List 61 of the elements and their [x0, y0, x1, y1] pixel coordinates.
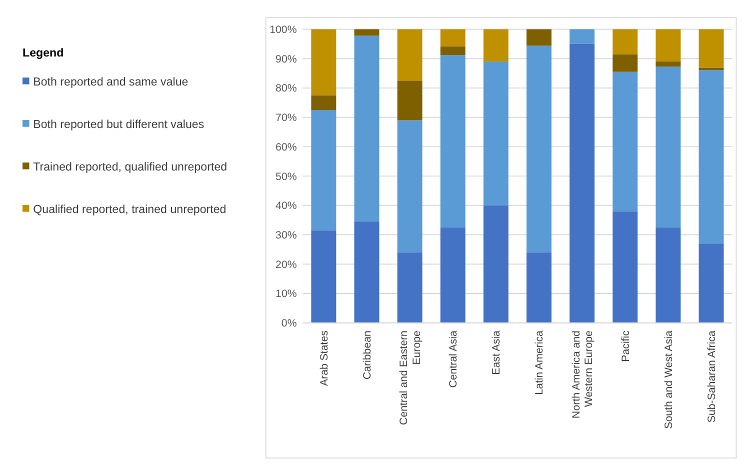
y-tick-label: 10% [276, 288, 298, 300]
bar [526, 29, 552, 46]
bar [311, 29, 336, 96]
bar [656, 62, 681, 67]
bar [698, 29, 724, 68]
x-tick-label: Caribbean [361, 330, 374, 380]
bar [698, 244, 724, 323]
legend-label: Both reported and same value [33, 76, 188, 88]
y-tick-label: 40% [276, 200, 298, 212]
bar [397, 120, 422, 252]
y-tick-label: 0% [281, 318, 298, 330]
x-tick-label: Arab States [318, 330, 330, 386]
bar [612, 72, 638, 212]
y-tick-label: 100% [270, 24, 298, 36]
bar [483, 29, 508, 62]
x-tick-label: Pacific [620, 330, 632, 362]
bar [397, 29, 422, 81]
y-tick-label: 60% [276, 141, 298, 154]
legend-title: Legend [22, 47, 64, 60]
bar [397, 252, 422, 323]
bar [440, 227, 466, 323]
bar [526, 252, 552, 323]
bar [698, 70, 724, 244]
bar [311, 95, 336, 110]
bar [612, 211, 638, 323]
bar [656, 227, 681, 323]
legend-label: Qualified reported, trained unreported [33, 204, 226, 216]
x-tick-label: Central and Eastern Europe [398, 330, 423, 425]
bar [698, 68, 724, 70]
x-tick-label: Latin America [534, 330, 546, 395]
x-tick-label: East Asia [490, 330, 503, 375]
y-tick-label: 70% [276, 112, 298, 124]
x-tick-label: South and West Asia [662, 330, 675, 429]
bar [612, 29, 638, 54]
bar [483, 205, 508, 323]
bar [440, 46, 466, 56]
y-tick-label: 30% [276, 229, 298, 242]
bar [483, 62, 508, 206]
y-tick-label: 50% [276, 170, 298, 183]
legend-label: Trained reported, qualified unreported [33, 161, 228, 174]
bar [354, 222, 380, 323]
x-tick-label: North America and Western Europe [570, 330, 596, 418]
bar [612, 54, 638, 72]
bar [440, 29, 466, 46]
y-tick-label: 80% [276, 82, 298, 95]
bar [570, 29, 595, 44]
legend-label: Both reported but different values [33, 118, 204, 131]
bar [656, 29, 681, 62]
bar [570, 44, 595, 323]
bar [440, 55, 466, 228]
bar [311, 230, 336, 323]
bar [354, 29, 380, 36]
x-tick-label: Sub-Saharan Africa [706, 330, 718, 423]
x-tick-label: Central Asia [448, 330, 460, 388]
y-tick-label: 20% [276, 258, 298, 271]
bar [397, 80, 422, 120]
bar [311, 110, 336, 230]
y-tick-label: 90% [276, 53, 298, 66]
bar [656, 66, 681, 228]
bar [526, 46, 552, 252]
bar [354, 36, 380, 222]
